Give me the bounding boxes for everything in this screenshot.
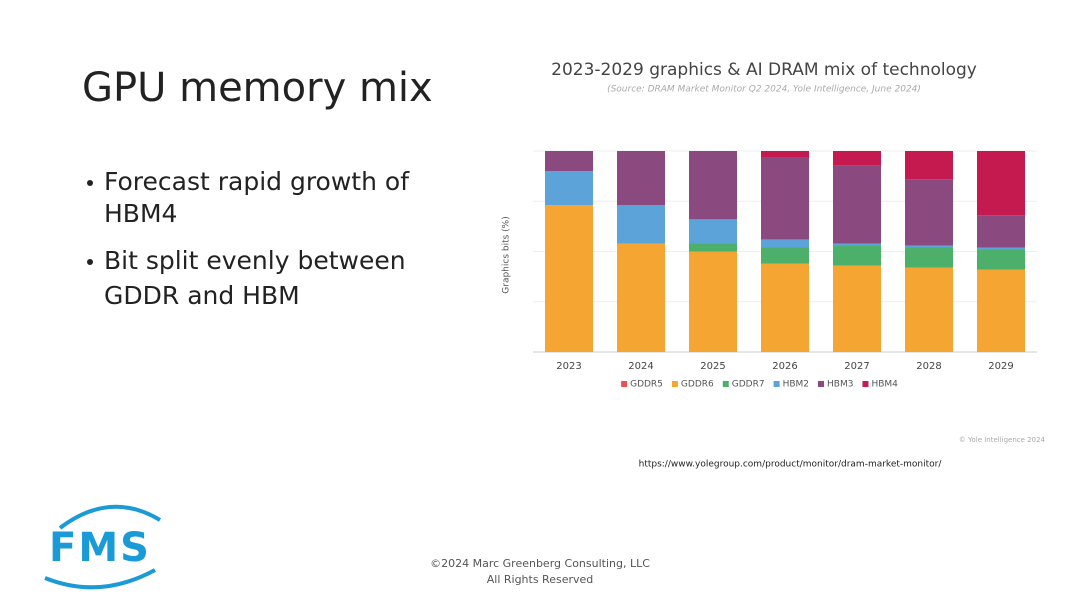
- logo-swoosh: [44, 568, 156, 590]
- legend-label: HBM2: [783, 380, 809, 390]
- bar-segment: [977, 247, 1025, 250]
- bar-segment: [905, 151, 953, 180]
- y-axis-label: Graphics bits (%): [502, 216, 512, 293]
- bullet-dot: [87, 259, 93, 265]
- legend-label: GDDR5: [630, 380, 663, 390]
- bar-segment: [761, 151, 809, 158]
- x-tick-label: 2023: [556, 361, 581, 372]
- bar-segment: [545, 151, 593, 172]
- bar-segment: [617, 243, 665, 352]
- bar-segment: [761, 263, 809, 352]
- legend-swatch: [621, 381, 628, 387]
- footer: All Rights Reserved: [487, 573, 594, 586]
- logo: FMS: [49, 525, 151, 571]
- bar-segment: [689, 251, 737, 352]
- chart-title: 2023-2029 graphics & AI DRAM mix of tech…: [551, 60, 977, 80]
- bar-segment: [761, 157, 809, 240]
- bar-segment: [761, 239, 809, 248]
- bar-segment: [689, 219, 737, 244]
- bullet-text: Forecast rapid growth of: [104, 167, 410, 196]
- chart-subtitle: (Source: DRAM Market Monitor Q2 2024, Yo…: [607, 85, 921, 95]
- chart-copyright: © Yole Intelligence 2024: [959, 436, 1046, 444]
- bar-segment: [905, 179, 953, 246]
- bar-segment: [689, 243, 737, 252]
- bar-segment: [545, 171, 593, 206]
- bar-segment: [761, 247, 809, 264]
- bar-segment: [617, 151, 665, 206]
- bullet-dot: [87, 180, 93, 186]
- legend-label: GDDR7: [732, 380, 765, 390]
- bar-segment: [977, 215, 1025, 248]
- legend-swatch: [818, 381, 825, 387]
- bar-segment: [833, 245, 881, 266]
- bar-segment: [617, 205, 665, 244]
- x-tick-label: 2029: [988, 361, 1013, 372]
- x-tick-label: 2026: [772, 361, 797, 372]
- bar-segment: [905, 247, 953, 268]
- legend-swatch: [862, 381, 869, 387]
- legend-label: GDDR6: [681, 380, 714, 390]
- bullet-text: Bit split evenly between: [104, 246, 406, 275]
- bar-segment: [689, 151, 737, 220]
- x-tick-label: 2024: [628, 361, 653, 372]
- x-tick-label: 2027: [844, 361, 869, 372]
- legend-label: HBM4: [871, 380, 898, 390]
- legend-swatch: [722, 381, 729, 387]
- legend-label: HBM3: [827, 380, 853, 390]
- bullet-text: HBM4: [104, 199, 177, 228]
- slide-title: GPU memory mix: [82, 65, 433, 111]
- bar-segment: [833, 243, 881, 246]
- bullet-text: GDDR and HBM: [104, 281, 300, 310]
- bar-segment: [977, 151, 1025, 216]
- footer: ©2024 Marc Greenberg Consulting, LLC: [430, 557, 650, 570]
- bar-segment: [833, 165, 881, 244]
- legend-swatch: [671, 381, 678, 387]
- bar-segment: [905, 267, 953, 352]
- bar-segment: [905, 245, 953, 248]
- bar-segment: [545, 205, 593, 352]
- bar-segment: [833, 265, 881, 352]
- legend-swatch: [773, 381, 780, 387]
- bar-segment: [977, 249, 1025, 270]
- logo-swoosh: [58, 504, 162, 530]
- x-tick-label: 2025: [700, 361, 725, 372]
- source-url: https://www.yolegroup.com/product/monito…: [639, 460, 943, 470]
- x-tick-label: 2028: [916, 361, 941, 372]
- bar-segment: [833, 151, 881, 166]
- bar-segment: [977, 269, 1025, 352]
